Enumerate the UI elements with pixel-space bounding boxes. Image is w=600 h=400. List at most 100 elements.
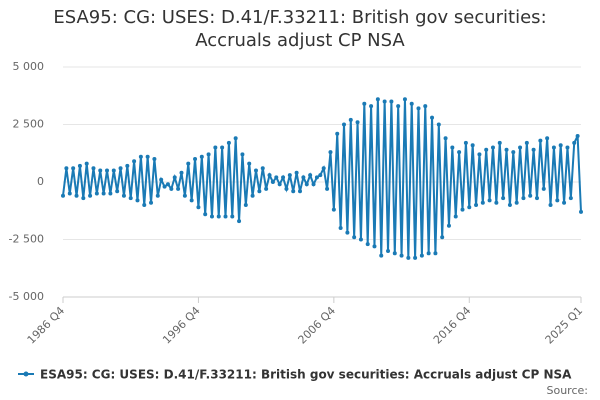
point [430, 115, 435, 120]
point [369, 104, 374, 109]
point [277, 182, 282, 187]
point [457, 150, 462, 155]
x-tick-label: 1986 Q4 [25, 304, 68, 347]
point [138, 154, 143, 159]
point [213, 145, 218, 150]
point [216, 214, 221, 219]
point [562, 200, 567, 205]
point [297, 189, 302, 194]
point [399, 253, 404, 258]
point [413, 255, 418, 260]
point [335, 131, 340, 136]
point [203, 212, 208, 217]
point [206, 152, 211, 157]
point [480, 200, 485, 205]
point [328, 150, 333, 155]
point [274, 175, 279, 180]
point [572, 140, 577, 145]
point [281, 175, 286, 180]
point [196, 205, 201, 210]
point [358, 237, 363, 242]
point [362, 101, 367, 106]
point [372, 244, 377, 249]
point [382, 99, 387, 104]
point [568, 196, 573, 201]
point [477, 152, 482, 157]
point [77, 163, 82, 168]
point [64, 166, 69, 171]
point [287, 173, 292, 178]
point [250, 193, 255, 198]
point [575, 134, 580, 138]
point [308, 173, 313, 178]
point [402, 97, 407, 102]
series-line [62, 99, 582, 258]
point [318, 173, 323, 178]
point [389, 99, 394, 104]
point [179, 170, 184, 175]
point [507, 203, 512, 207]
source: Source: [547, 384, 589, 397]
point [71, 166, 76, 171]
point [311, 182, 316, 187]
point [470, 143, 475, 148]
point [342, 122, 347, 127]
point [416, 106, 421, 111]
point [159, 177, 164, 182]
point [436, 122, 441, 127]
y-tick-label: 2 500 [13, 118, 45, 131]
point [518, 145, 523, 150]
point [443, 136, 448, 141]
point [409, 101, 414, 106]
point [331, 207, 336, 212]
point [453, 214, 458, 219]
point [501, 196, 506, 201]
point [105, 168, 110, 173]
y-tick-label: 0 [37, 175, 44, 188]
point [490, 145, 495, 150]
point [484, 147, 489, 152]
point [226, 140, 231, 145]
point [152, 157, 157, 161]
point [253, 168, 258, 173]
point [209, 214, 214, 219]
point [84, 161, 89, 166]
point [88, 193, 93, 198]
point [386, 249, 391, 253]
point [91, 166, 96, 171]
point [118, 166, 123, 171]
point [474, 203, 479, 207]
point [260, 166, 265, 171]
point [108, 191, 113, 196]
point [294, 170, 299, 175]
point [115, 189, 120, 194]
point [433, 251, 438, 256]
point [264, 186, 269, 191]
point [541, 186, 546, 191]
point [325, 186, 330, 191]
point [538, 138, 543, 143]
point [145, 154, 150, 159]
point [379, 253, 384, 258]
point [494, 200, 499, 205]
point [81, 196, 86, 201]
point [125, 163, 130, 168]
y-tick-label: 5 000 [13, 60, 45, 73]
point [558, 143, 563, 148]
point [534, 196, 539, 201]
point [511, 150, 516, 155]
point [365, 242, 370, 247]
point [267, 173, 272, 178]
point [314, 175, 319, 180]
x-tick-label: 2006 Q4 [296, 304, 339, 347]
point [463, 140, 468, 145]
point [348, 117, 353, 122]
point [338, 226, 343, 230]
legend-symbol [23, 371, 29, 377]
point [487, 198, 492, 203]
point [304, 182, 309, 187]
point [169, 186, 174, 191]
point [223, 214, 228, 219]
point [375, 97, 380, 102]
